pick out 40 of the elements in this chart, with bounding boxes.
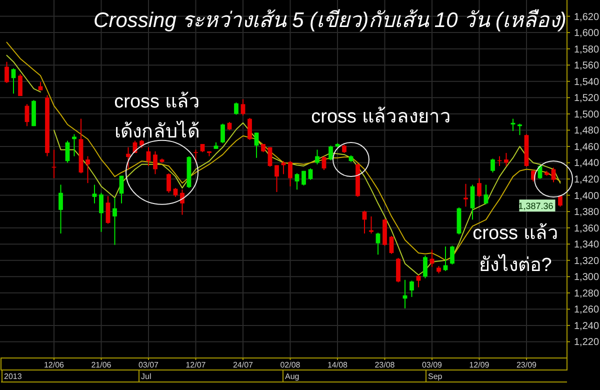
y-tick-label: 1,300 xyxy=(574,272,600,284)
y-tick-label: 1,560 xyxy=(574,60,600,72)
annotation: cross แล้วลงยาว xyxy=(311,106,451,128)
text: Sep xyxy=(428,372,443,381)
y-tick-label: 1,420 xyxy=(574,174,600,186)
y-tick-label: 1,280 xyxy=(574,288,600,300)
y-tick-label: 1,260 xyxy=(574,304,600,316)
text: Jul xyxy=(141,372,152,381)
y-tick-label: 1,220 xyxy=(574,337,600,348)
annotation: cross แล้ว เด้งกลับได้ xyxy=(114,91,200,142)
annotation: cross แล้ว ยังไงต่อ? xyxy=(472,223,558,276)
text: 2013 xyxy=(4,372,22,381)
x-tick-label: 03/09 xyxy=(422,360,443,370)
y-tick-label: 1,320 xyxy=(574,256,600,267)
x-tick-label: 14/08 xyxy=(327,360,348,370)
x-tick-label: 02/08 xyxy=(280,360,301,370)
y-tick-label: 1,360 xyxy=(574,223,600,234)
y-tick-label: 1,520 xyxy=(574,93,600,104)
x-tick-label: 03/07 xyxy=(138,360,160,370)
y-tick-label: 1,580 xyxy=(574,44,600,56)
x-tick-label: 12/06 xyxy=(44,360,65,370)
y-tick-label: 1,240 xyxy=(574,320,600,332)
x-tick-label: 12/07 xyxy=(186,360,206,370)
y-tick-label: 1,620 xyxy=(574,12,600,23)
x-tick-label: 24/07 xyxy=(232,360,254,370)
x-tick-label: 23/08 xyxy=(374,360,396,370)
y-tick-label: 1,340 xyxy=(574,240,600,251)
x-tick-label: 12/09 xyxy=(469,360,490,370)
y-tick-label: 1,480 xyxy=(574,126,600,137)
x-tick-label: 23/09 xyxy=(516,360,538,370)
y-tick-label: 1,540 xyxy=(574,76,600,88)
x-tick-label: 21/06 xyxy=(91,360,112,370)
text: Aug xyxy=(285,372,300,381)
y-tick-label: 1,500 xyxy=(574,109,600,120)
chart-title: Crossing ระหว่างเส้น 5 (เขียว)กับเส้น 10 วัน (เหลือง) xyxy=(94,9,566,32)
y-tick-label: 1,400 xyxy=(574,190,600,202)
y-tick-label: 1,440 xyxy=(574,158,600,170)
y-tick-label: 1,380 xyxy=(574,207,600,218)
y-tick-label: 1,460 xyxy=(574,142,600,153)
y-tick-label: 1,600 xyxy=(574,28,600,40)
